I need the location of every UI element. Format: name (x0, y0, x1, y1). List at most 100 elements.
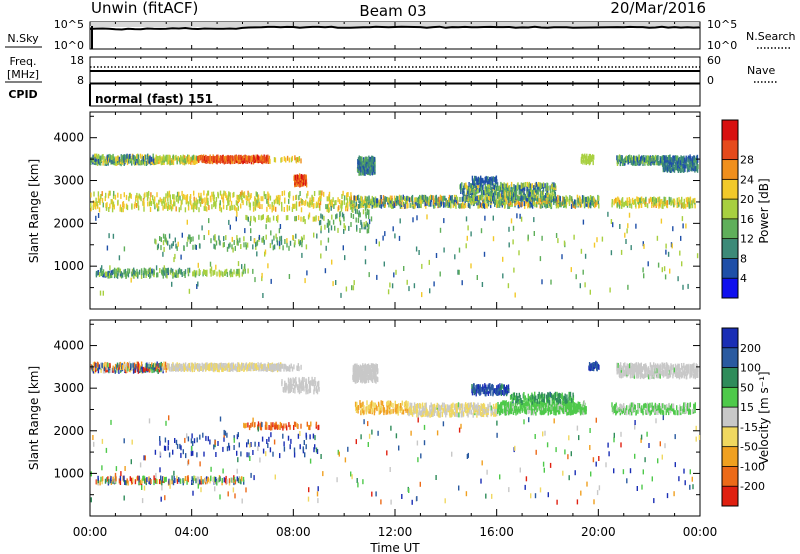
scatter-point (672, 155, 674, 161)
scatter-point (549, 392, 552, 398)
scatter-point (681, 167, 683, 173)
scatter-point (204, 202, 206, 207)
scatter-point (352, 285, 355, 291)
scatter-point (484, 176, 486, 182)
scatter-point (218, 269, 220, 275)
scatter-point (355, 408, 358, 413)
scatter-point (433, 199, 435, 205)
scatter-point (438, 404, 441, 410)
scatter-point (500, 385, 502, 391)
scatter-point (659, 157, 662, 163)
scatter-point (578, 404, 580, 410)
scatter-point (528, 202, 530, 208)
scatter-point (520, 398, 522, 403)
scatter-point (507, 384, 510, 390)
scatter-point (538, 391, 540, 397)
scatter-point (300, 236, 303, 242)
scatter-point (170, 204, 172, 210)
scatter-point (236, 367, 238, 373)
scatter-point (375, 238, 378, 244)
scatter-point (519, 189, 521, 195)
scatter-point (535, 401, 537, 407)
scatter-point (326, 222, 329, 228)
scatter-point (373, 156, 376, 162)
scatter-point (143, 156, 145, 161)
scatter-point (133, 365, 135, 371)
scatter-point (205, 206, 207, 212)
scatter-point (425, 407, 428, 413)
scatter-point (512, 392, 515, 398)
scatter-point (248, 192, 250, 198)
scatter-point (586, 196, 589, 202)
scatter-point (651, 203, 653, 208)
scatter-point (468, 402, 470, 408)
scatter-point (188, 362, 190, 368)
scatter-point (262, 196, 264, 202)
scatter-point (284, 239, 286, 244)
scatter-point (582, 157, 585, 163)
scatter-point (171, 281, 173, 287)
scatter-point (637, 197, 640, 203)
scatter-point (187, 156, 189, 162)
scatter-point (254, 201, 256, 207)
scatter-point (493, 196, 495, 202)
scatter-point (157, 369, 159, 374)
scatter-point (147, 193, 149, 199)
scatter-point (258, 214, 260, 220)
scatter-point (311, 194, 313, 200)
scatter-point (458, 203, 460, 209)
scatter-point (238, 268, 240, 274)
scatter-point (396, 195, 398, 201)
scatter-point (366, 405, 368, 411)
scatter-point (361, 156, 363, 162)
scatter-point (135, 272, 137, 278)
scatter-point (287, 366, 289, 372)
scatter-point (491, 191, 493, 197)
scatter-point (374, 402, 377, 408)
scatter-point (552, 405, 554, 411)
scatter-point (251, 362, 253, 368)
scatter-point (269, 195, 272, 201)
scatter-point (513, 405, 516, 411)
scatter-point (539, 187, 541, 193)
scatter-point (471, 195, 473, 201)
scatter-point (111, 199, 113, 205)
scatter-point (418, 203, 420, 209)
scatter-point (485, 391, 487, 397)
scatter-point (110, 199, 112, 205)
scatter-point (456, 406, 458, 412)
scatter-point (479, 182, 481, 188)
scatter-point (682, 163, 684, 169)
scatter-point (647, 155, 649, 161)
scatter-point (150, 192, 152, 198)
scatter-point (416, 215, 418, 221)
scatter-point (295, 201, 298, 207)
scatter-point (553, 182, 555, 188)
scatter-point (422, 406, 425, 411)
scatter-point (692, 161, 694, 167)
scatter-point (524, 193, 527, 199)
scatter-point (320, 240, 322, 246)
scatter-point (511, 393, 513, 399)
scatter-point (476, 196, 478, 201)
scatter-point (416, 197, 419, 203)
scatter-point (182, 154, 184, 160)
scatter-point (370, 403, 372, 409)
scatter-point (616, 369, 618, 375)
cpid-text: normal (fast) 151 (95, 92, 213, 106)
scatter-point (682, 156, 684, 162)
scatter-point (547, 395, 549, 401)
scatter-point (156, 272, 158, 278)
scatter-point (318, 197, 320, 203)
scatter-point (550, 202, 553, 208)
scatter-point (283, 363, 285, 369)
scatter-point (137, 205, 140, 211)
scatter-point (270, 230, 272, 236)
scatter-point (461, 280, 463, 286)
scatter-point (444, 195, 446, 201)
scatter-point (409, 202, 411, 208)
scatter-point (483, 409, 485, 414)
scatter-point (557, 402, 560, 407)
scatter-point (471, 388, 473, 394)
scatter-point (361, 200, 363, 206)
